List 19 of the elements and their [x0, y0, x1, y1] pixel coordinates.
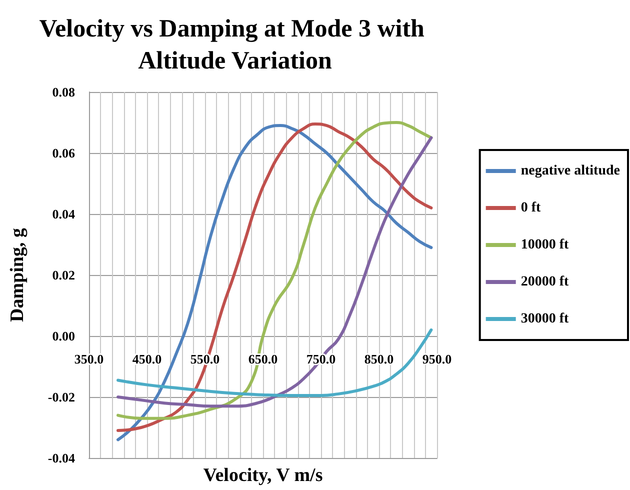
y-tick-label: 0.02	[52, 268, 75, 282]
legend-label: 10000 ft	[520, 238, 570, 252]
legend-label: 30000 ft	[520, 312, 570, 326]
x-tick-label: 950.0	[422, 352, 452, 367]
legend-label: negative altitude	[520, 164, 620, 178]
y-axis-title: Damping, g	[7, 228, 28, 322]
x-tick-label: 850.0	[364, 352, 394, 367]
y-tick-label: 0.08	[52, 84, 76, 100]
legend-label: 20000 ft	[520, 274, 570, 290]
x-tick-label: 350.0	[74, 352, 104, 367]
y-tick-label: -0.04	[48, 450, 76, 466]
legend-label: 0 ft	[520, 200, 542, 216]
chart-title: Velocity vs Damping at Mode 3 with Altitude Variation	[39, 16, 431, 74]
y-tick-label: 0.00	[52, 328, 75, 344]
x-tick-label: 450.0	[132, 352, 162, 367]
x-axis-title: Velocity, V m/s	[203, 465, 323, 486]
y-tick-label: -0.02	[48, 390, 75, 404]
y-tick-label: 0.06	[52, 146, 76, 160]
y-tick-label: 0.04	[52, 206, 76, 222]
